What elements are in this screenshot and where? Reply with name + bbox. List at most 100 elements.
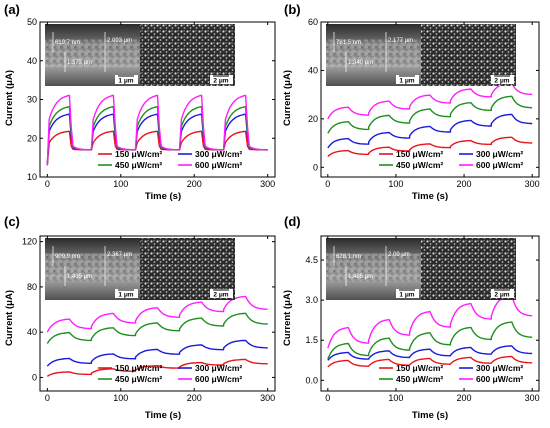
panel-a: (a) 619.7 nm 2.093 μm 1.373 μm 1 μm 2 μm 0 100…: [4, 2, 276, 202]
x-tick-label: 100: [388, 393, 403, 403]
y-tick-label: 40: [27, 327, 37, 337]
series-line: [327, 136, 533, 157]
panel-label: (c): [4, 214, 20, 229]
scale-bar-label: 1 μm: [399, 292, 414, 299]
x-tick-label: 300: [525, 179, 540, 189]
y-axis-title: Current (μA): [4, 70, 15, 126]
panel-d: (d) 628.1 nm 2.09 μm 1.485 μm 1 μm 2 μm 0 100 2…: [282, 214, 540, 421]
panel-label: (a): [4, 2, 20, 17]
sem-label: 781.5 nm: [336, 40, 361, 46]
x-axis-title: Time (s): [145, 191, 181, 202]
legend-label: 600 μW/cm²: [195, 160, 242, 170]
x-tick-label: 0: [325, 179, 330, 189]
y-tick-label: 80: [27, 282, 37, 292]
scale-bar-box: [210, 289, 233, 298]
sem-cross-texture: [326, 253, 421, 282]
axes-frame: [39, 235, 276, 392]
axes-frame: [320, 21, 540, 178]
legend-label: 300 μW/cm²: [476, 149, 523, 159]
legend-label: 150 μW/cm²: [396, 149, 443, 159]
sem-label: 619.7 nm: [55, 40, 80, 46]
sem-inset: 781.5 nm 2.177 μm 1.340 μm 1 μm 2 μm: [326, 24, 516, 86]
sem-inset: 619.7 nm 2.093 μm 1.373 μm 1 μm 2 μm: [45, 24, 235, 86]
y-tick-label: 0.0: [305, 375, 318, 385]
scale-bar-label: 2 μm: [213, 292, 228, 299]
y-tick-label: 10: [27, 172, 37, 182]
x-tick-label: 300: [260, 393, 275, 403]
x-tick-label: 0: [45, 393, 50, 403]
y-axis-title: Current (μA): [4, 290, 15, 346]
scale-bar-label: 2 μm: [494, 292, 509, 299]
series-line: [327, 321, 533, 360]
series-line: [327, 294, 533, 349]
sem-label: 2.367 μm: [107, 252, 132, 258]
legend-label: 150 μW/cm²: [396, 363, 443, 373]
scale-bar-box: [491, 75, 514, 84]
series-line: [46, 339, 268, 367]
y-tick-label: 60: [308, 17, 318, 27]
sem-inset: 628.1 nm 2.09 μm 1.485 μm 1 μm 2 μm: [326, 238, 516, 300]
y-tick-label: 120: [22, 237, 37, 247]
scale-bar-box: [210, 75, 233, 84]
axes-frame: [320, 235, 540, 392]
x-tick-label: 200: [187, 179, 202, 189]
series-line: [327, 355, 533, 368]
scale-bar-label: 1 μm: [118, 78, 133, 85]
series-line: [46, 94, 268, 166]
x-tick-label: 200: [457, 179, 472, 189]
panel-label: (b): [284, 2, 301, 17]
scale-bar-label: 1 μm: [118, 292, 133, 299]
x-axis-title: Time (s): [412, 410, 448, 421]
legend-label: 600 μW/cm²: [195, 374, 242, 384]
sem-cross-texture: [45, 253, 140, 282]
plot-area: 628.1 nm 2.09 μm 1.485 μm 1 μm 2 μm 0 100 200 30…: [305, 235, 540, 403]
y-tick-label: 3.0: [305, 295, 318, 305]
legend-label: 300 μW/cm²: [195, 363, 242, 373]
y-tick-label: 50: [27, 17, 37, 27]
y-tick-label: 40: [27, 56, 37, 66]
x-tick-label: 300: [260, 179, 275, 189]
plot-area: 619.7 nm 2.093 μm 1.373 μm 1 μm 2 μm 0 100 200 3…: [27, 17, 276, 189]
x-tick-label: 100: [113, 179, 128, 189]
sem-cross-texture: [326, 39, 421, 68]
panel-c: (c) 909.9 nm 2.367 μm 1.435 μm 1 μm 2 μm 0 100…: [4, 214, 276, 421]
sem-label: 628.1 nm: [336, 254, 361, 260]
x-axis-title: Time (s): [412, 191, 448, 202]
y-tick-label: 1.5: [305, 335, 318, 345]
scale-bar-label: 2 μm: [494, 78, 509, 85]
legend-label: 600 μW/cm²: [476, 160, 523, 170]
y-tick-label: 0: [313, 162, 318, 172]
scale-bar-box: [115, 75, 138, 84]
sem-inset: 909.9 nm 2.367 μm 1.435 μm 1 μm 2 μm: [45, 238, 235, 300]
x-tick-label: 0: [325, 393, 330, 403]
series-line: [46, 295, 268, 333]
sem-label: 909.9 nm: [55, 254, 80, 260]
legend-label: 150 μW/cm²: [115, 363, 162, 373]
x-tick-label: 0: [45, 179, 50, 189]
series-line: [327, 95, 533, 134]
y-tick-label: 40: [308, 65, 318, 75]
y-tick-label: 20: [27, 133, 37, 143]
series-line: [46, 358, 268, 377]
sem-label: 2.177 μm: [388, 38, 413, 44]
y-tick-label: 30: [27, 95, 37, 105]
legend-label: 450 μW/cm²: [115, 374, 162, 384]
legend-label: 150 μW/cm²: [115, 149, 162, 159]
legend-label: 600 μW/cm²: [476, 374, 523, 384]
series-line: [327, 113, 533, 149]
x-tick-label: 100: [113, 393, 128, 403]
sem-label: 2.093 μm: [107, 38, 132, 44]
scale-bar-box: [491, 289, 514, 298]
y-axis-title: Current (μA): [282, 70, 293, 126]
sem-label: 1.435 μm: [67, 274, 92, 280]
scale-bar-label: 1 μm: [399, 78, 414, 85]
sem-label: 2.09 μm: [388, 252, 410, 258]
x-tick-label: 100: [388, 179, 403, 189]
scale-bar-box: [396, 289, 419, 298]
scale-bar-label: 2 μm: [213, 78, 228, 85]
legend-label: 300 μW/cm²: [476, 363, 523, 373]
plot-area: 909.9 nm 2.367 μm 1.435 μm 1 μm 2 μm 0 100 200 3…: [22, 235, 276, 403]
sem-label: 1.485 μm: [348, 274, 373, 280]
sem-cross-texture: [45, 39, 140, 68]
